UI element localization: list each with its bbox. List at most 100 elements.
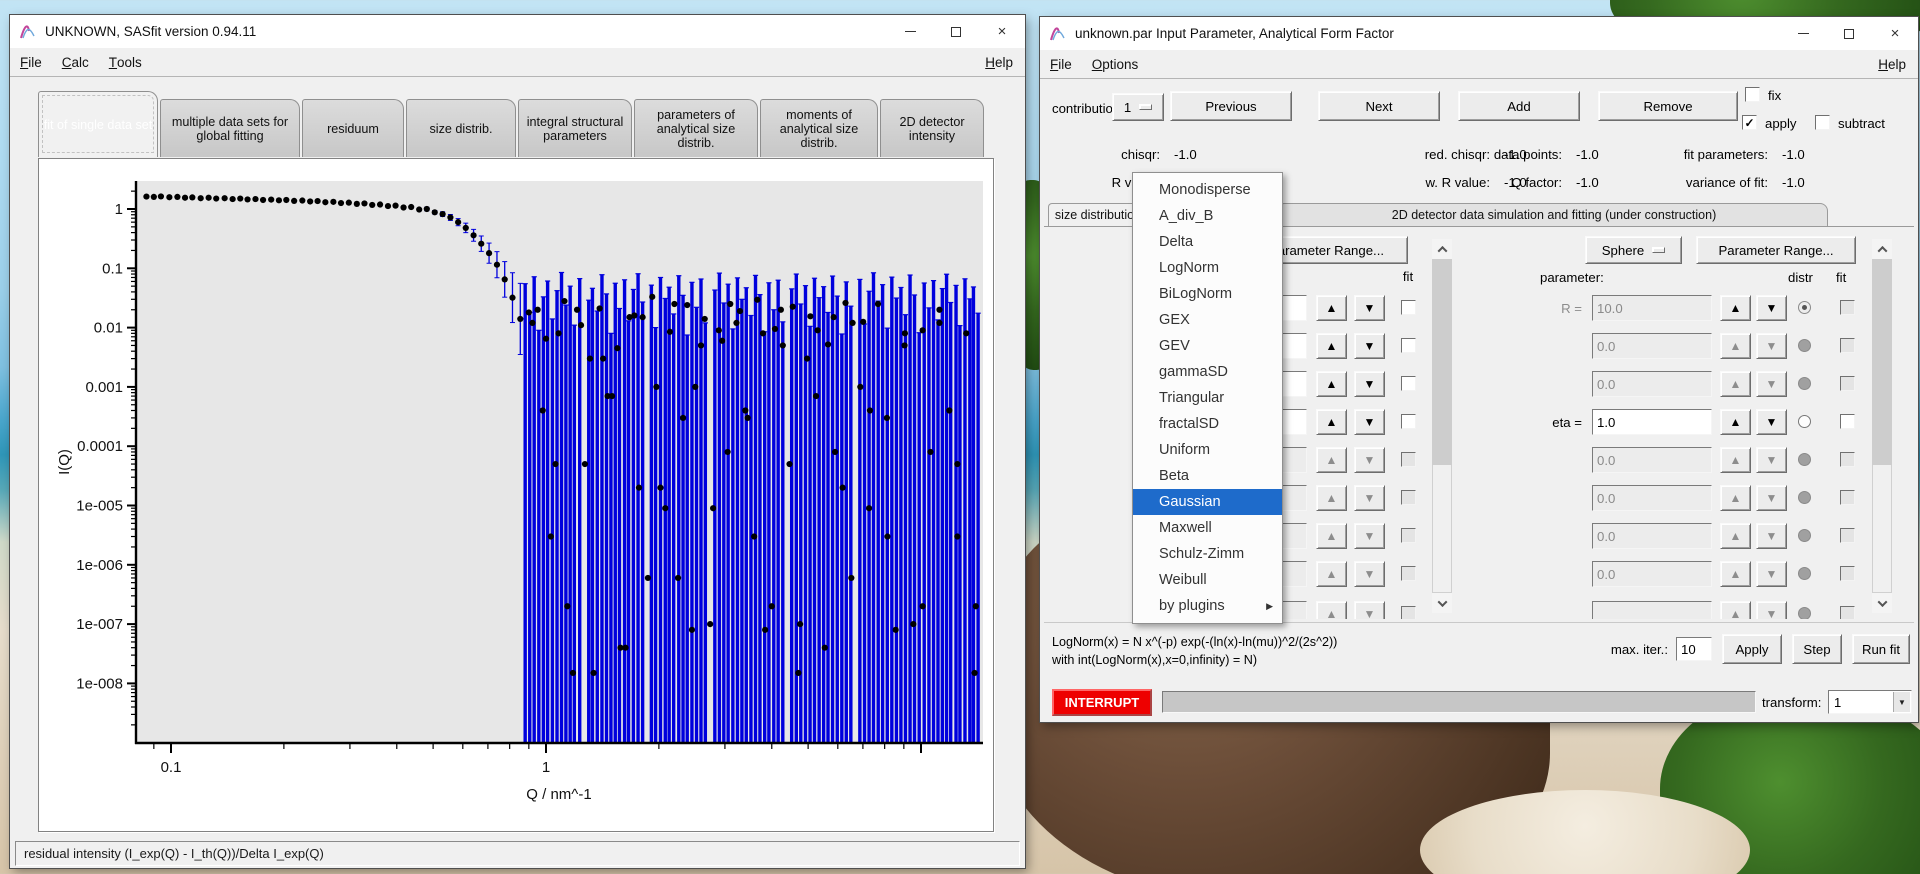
ff-fit-checkbox[interactable] xyxy=(1840,414,1855,429)
distr-radio[interactable] xyxy=(1798,607,1811,619)
spinner-up-icon[interactable]: ▲ xyxy=(1720,447,1751,473)
spinner-down-icon[interactable]: ▼ xyxy=(1354,561,1385,587)
spinner-down-icon[interactable]: ▼ xyxy=(1354,409,1385,435)
menu-item-uniform[interactable]: Uniform xyxy=(1159,442,1211,458)
scrollbar-thumb[interactable] xyxy=(1872,259,1892,465)
ff-fit-checkbox[interactable] xyxy=(1840,452,1855,467)
spinner-up-icon[interactable]: ▲ xyxy=(1720,333,1751,359)
spinner-up-icon[interactable]: ▲ xyxy=(1720,295,1751,321)
scroll-down-icon[interactable] xyxy=(1872,593,1892,613)
close-button[interactable]: × xyxy=(1890,25,1900,42)
form-factor-optionmenu[interactable]: Sphere xyxy=(1585,236,1682,264)
menu-help[interactable]: Help xyxy=(1878,56,1906,72)
sd-fit-checkbox[interactable] xyxy=(1401,606,1416,619)
sd-fit-checkbox[interactable] xyxy=(1401,452,1416,467)
spinner-down-icon[interactable]: ▼ xyxy=(1354,447,1385,473)
ff-param-input[interactable] xyxy=(1592,485,1712,511)
spinner-down-icon[interactable]: ▼ xyxy=(1354,485,1385,511)
distr-radio[interactable] xyxy=(1798,377,1811,390)
tab-2d-detector-intensity[interactable]: 2D detector intensity xyxy=(880,99,984,157)
spinner-down-icon[interactable]: ▼ xyxy=(1354,333,1385,359)
menu-item-beta[interactable]: Beta xyxy=(1159,468,1190,484)
ff-param-input[interactable] xyxy=(1592,333,1712,359)
ff-fit-checkbox[interactable] xyxy=(1840,606,1855,619)
scroll-up-icon[interactable] xyxy=(1872,239,1892,259)
spinner-down-icon[interactable]: ▼ xyxy=(1756,601,1787,619)
transform-combobox[interactable]: 1 ▼ xyxy=(1828,690,1912,714)
scroll-up-icon[interactable] xyxy=(1432,239,1452,259)
spinner-down-icon[interactable]: ▼ xyxy=(1354,601,1385,619)
param-titlebar[interactable]: unknown.par Input Parameter, Analytical … xyxy=(1040,17,1918,50)
tab-fit-of-single-data-set[interactable]: fit of single data set xyxy=(38,91,158,157)
spinner-up-icon[interactable]: ▲ xyxy=(1316,601,1347,619)
sd-fit-checkbox[interactable] xyxy=(1401,414,1416,429)
menu-item-weibull[interactable]: Weibull xyxy=(1159,572,1207,588)
add-button[interactable]: Add xyxy=(1458,91,1580,121)
sd-fit-checkbox[interactable] xyxy=(1401,566,1416,581)
sd-fit-checkbox[interactable] xyxy=(1401,300,1416,315)
spinner-up-icon[interactable]: ▲ xyxy=(1316,295,1347,321)
ff-param-input[interactable] xyxy=(1592,371,1712,397)
distr-radio[interactable] xyxy=(1798,339,1811,352)
spinner-up-icon[interactable]: ▲ xyxy=(1316,447,1347,473)
spinner-down-icon[interactable]: ▼ xyxy=(1756,295,1787,321)
ff-fit-checkbox[interactable] xyxy=(1840,528,1855,543)
distr-radio[interactable] xyxy=(1798,301,1811,314)
maximize-button[interactable] xyxy=(1826,17,1872,50)
spinner-down-icon[interactable]: ▼ xyxy=(1354,371,1385,397)
spinner-down-icon[interactable]: ▼ xyxy=(1756,561,1787,587)
spinner-down-icon[interactable]: ▼ xyxy=(1756,333,1787,359)
ff-fit-checkbox[interactable] xyxy=(1840,490,1855,505)
spinner-down-icon[interactable]: ▼ xyxy=(1756,447,1787,473)
sd-fit-checkbox[interactable] xyxy=(1401,490,1416,505)
menu-item-lognorm[interactable]: LogNorm xyxy=(1159,260,1220,276)
ff-param-input[interactable] xyxy=(1592,447,1712,473)
spinner-up-icon[interactable]: ▲ xyxy=(1720,409,1751,435)
scroll-down-icon[interactable] xyxy=(1432,593,1452,613)
scrollbar-thumb[interactable] xyxy=(1432,259,1452,465)
menu-item-gammasd[interactable]: gammaSD xyxy=(1159,364,1228,380)
minimize-button[interactable] xyxy=(887,15,933,48)
spinner-up-icon[interactable]: ▲ xyxy=(1316,561,1347,587)
menu-item-gaussian[interactable]: Gaussian xyxy=(1133,489,1282,515)
menu-item-schulz-zimm[interactable]: Schulz-Zimm xyxy=(1159,546,1245,562)
next-button[interactable]: Next xyxy=(1318,91,1440,121)
sd-fit-checkbox[interactable] xyxy=(1401,338,1416,353)
spinner-up-icon[interactable]: ▲ xyxy=(1720,601,1751,619)
tab-multiple-data-sets-for-global-fitting[interactable]: multiple data sets for global fitting xyxy=(160,99,300,157)
main-titlebar[interactable]: UNKNOWN, SASfit version 0.94.11 × xyxy=(10,15,1025,48)
menu-item-maxwell[interactable]: Maxwell xyxy=(1159,520,1212,536)
tab-moments-of-analytical-size-distrib-[interactable]: moments of analytical size distrib. xyxy=(760,99,878,157)
remove-button[interactable]: Remove xyxy=(1598,91,1738,121)
spinner-up-icon[interactable]: ▲ xyxy=(1316,371,1347,397)
tab-parameters-of-analytical-size-distrib-[interactable]: parameters of analytical size distrib. xyxy=(634,99,758,157)
tab-2d[interactable]: 2D detector data simulation and fitting … xyxy=(1280,203,1828,227)
menu-item-delta[interactable]: Delta xyxy=(1159,234,1194,250)
distr-radio[interactable] xyxy=(1798,529,1811,542)
distr-radio[interactable] xyxy=(1798,567,1811,580)
menu-item-triangular[interactable]: Triangular xyxy=(1159,390,1225,406)
spinner-down-icon[interactable]: ▼ xyxy=(1354,295,1385,321)
tab-integral-structural-parameters[interactable]: integral structural parameters xyxy=(518,99,632,157)
menu-item-gex[interactable]: GEX xyxy=(1159,312,1190,328)
menu-item-bilognorm[interactable]: BiLogNorm xyxy=(1159,286,1232,302)
spinner-up-icon[interactable]: ▲ xyxy=(1316,333,1347,359)
step-button[interactable]: Step xyxy=(1792,634,1842,664)
fix-checkbox[interactable] xyxy=(1745,87,1760,102)
distr-radio[interactable] xyxy=(1798,453,1811,466)
ff-fit-checkbox[interactable] xyxy=(1840,566,1855,581)
menu-item-by-plugins[interactable]: by plugins ▶ xyxy=(1133,593,1282,619)
ff-param-input[interactable] xyxy=(1592,523,1712,549)
apply-button[interactable]: Apply xyxy=(1722,634,1782,664)
spinner-up-icon[interactable]: ▲ xyxy=(1316,485,1347,511)
ff-fit-checkbox[interactable] xyxy=(1840,376,1855,391)
spinner-up-icon[interactable]: ▲ xyxy=(1316,409,1347,435)
previous-button[interactable]: Previous xyxy=(1170,91,1292,121)
menu-item-a-div-b[interactable]: A_div_B xyxy=(1159,208,1214,224)
sd-scrollbar[interactable] xyxy=(1432,239,1452,615)
